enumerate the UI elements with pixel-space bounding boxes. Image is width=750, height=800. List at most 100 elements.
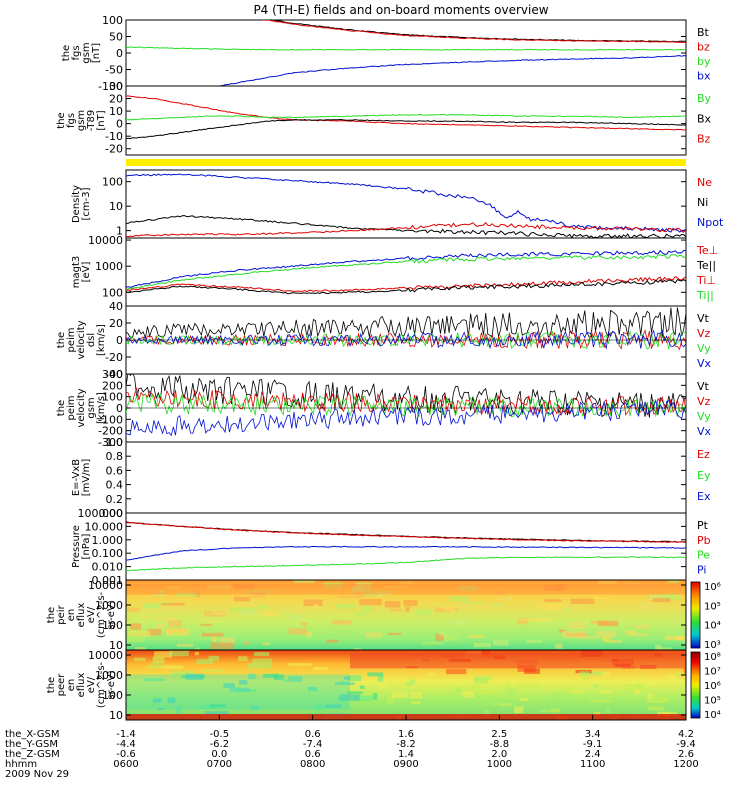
x-row-label: the_Y-GSM: [5, 739, 58, 750]
y-axis-label: the: [46, 607, 57, 623]
y-tick-label: 100: [102, 619, 123, 632]
y-axis-label: [nT]: [96, 110, 107, 130]
series-bx: [218, 55, 686, 86]
x-row-label: the_Z-GSM: [5, 749, 60, 760]
y-tick-label: 0.100: [92, 547, 124, 560]
x-tick-value: 0.6: [305, 729, 321, 740]
series-Te||: [126, 278, 686, 295]
series-Bx: [126, 118, 686, 140]
y-axis-label: Density: [71, 185, 82, 223]
series-bz: [261, 20, 686, 43]
y-axis-label: Pressure: [71, 525, 82, 568]
x-tick-value: 2.5: [491, 729, 507, 740]
series-Te⊥: [126, 275, 686, 293]
x-tick-value: 0600: [113, 759, 138, 770]
legend-entry: Npot: [697, 216, 724, 229]
y-axis-label: fgs: [66, 113, 77, 128]
colorbar-tick-label: 10⁴: [704, 621, 721, 632]
frame-p1: [125, 19, 687, 87]
y-axis-label: the: [46, 677, 57, 693]
x-tick-value: -7.4: [303, 739, 323, 750]
legend-entry: Pe: [697, 549, 710, 562]
y-tick-label: 10: [109, 200, 123, 213]
series-Ni: [126, 214, 686, 238]
legend-entry: Vz: [697, 327, 711, 340]
legend-entry: Ey: [697, 469, 711, 482]
frame-p4: [125, 237, 687, 307]
spectrogram-texture-p9: [126, 580, 686, 650]
y-tick-label: -100: [98, 80, 123, 93]
y-tick-label: 10: [109, 709, 123, 722]
series-Bz: [126, 95, 686, 131]
y-tick-label: 1000: [95, 669, 123, 682]
x-tick-value: 1200: [673, 759, 698, 770]
y-axis-label: the: [56, 112, 67, 128]
x-tick-value: 3.4: [585, 729, 601, 740]
legend-entry: Pi: [697, 563, 706, 576]
y-axis-label: [km/s]: [96, 392, 107, 424]
series-Vt: [126, 374, 686, 418]
legend-entry: Vy: [697, 410, 711, 423]
y-tick-label: 0: [116, 334, 123, 347]
y-axis-label: eflux: [76, 673, 87, 698]
legend-entry: Te||: [696, 259, 716, 272]
panel-p4: 10000 1000 100 magt3 [eV] Te⊥ Te|| Ti⊥ Ti||: [71, 234, 718, 307]
legend-entry: Ne: [697, 176, 712, 189]
series-Ti||: [126, 254, 686, 291]
x-row-label: hhmm: [5, 759, 37, 770]
y-tick-label: 100: [102, 176, 123, 189]
x-axis-labels: the_X-GSM -1.4 -0.5 0.6 1.6 2.5 3.4 4.2 the_Y-GS…: [5, 715, 699, 780]
legend-entry: Pb: [697, 534, 711, 547]
y-axis-label: [cm-3]: [81, 187, 92, 220]
y-tick-label: 300: [102, 368, 123, 381]
y-tick-label: -200: [98, 425, 123, 438]
y-tick-label: 0: [116, 47, 123, 60]
y-tick-label: -50: [105, 64, 123, 77]
y-tick-label: -300: [98, 436, 123, 449]
y-tick-label: 1000: [95, 260, 123, 273]
x-tick-value: 0700: [207, 759, 232, 770]
legend-entry: Bz: [697, 133, 711, 146]
y-axis-label: [mV/m]: [81, 459, 92, 497]
y-axis-label: eV/: [86, 676, 97, 693]
frame-p7: [125, 441, 687, 514]
x-tick-value: -8.8: [490, 739, 510, 750]
y-tick-label: -40: [105, 368, 123, 381]
colorbar-tick-label: 10⁶: [704, 582, 721, 593]
colorbar-p9: [690, 581, 701, 649]
x-tick-value: 0800: [300, 759, 325, 770]
y-axis-label: the: [56, 332, 67, 348]
y-axis-label: sr-eV): [106, 600, 117, 629]
x-tick-value: 2.0: [491, 749, 507, 760]
legend-entry: Ez: [697, 448, 710, 461]
colorbar-tick-label: 10⁷: [704, 667, 721, 678]
y-axis-label: eV/: [86, 606, 97, 623]
series-Ti⊥: [126, 249, 686, 288]
y-tick-label: 0: [116, 118, 123, 131]
x-tick-value: -0.5: [210, 729, 230, 740]
colorbar-p10: [690, 651, 701, 719]
y-axis-label: dsl: [86, 333, 97, 347]
x-tick-value: 0900: [393, 759, 418, 770]
legend-entry: by: [697, 55, 711, 68]
y-axis-label: sr-eV): [106, 670, 117, 699]
y-tick-label: 10: [109, 105, 123, 118]
y-tick-label: 0.010: [92, 561, 124, 574]
legend-entry: Ni: [697, 196, 708, 209]
legend-entry: Bt: [697, 26, 710, 39]
y-axis-label: -T89: [86, 110, 97, 132]
colorbar-tick-label: 10³: [704, 640, 721, 651]
series-By: [126, 114, 686, 121]
y-axis-label: eflux: [76, 603, 87, 628]
y-tick-label: 100.000: [78, 507, 124, 520]
series-Pi: [126, 545, 686, 561]
legend-entry: Vt: [697, 380, 710, 393]
y-axis-label: en: [66, 679, 77, 692]
x-tick-value: -4.4: [116, 739, 136, 750]
y-axis-label: velocity: [76, 388, 87, 427]
